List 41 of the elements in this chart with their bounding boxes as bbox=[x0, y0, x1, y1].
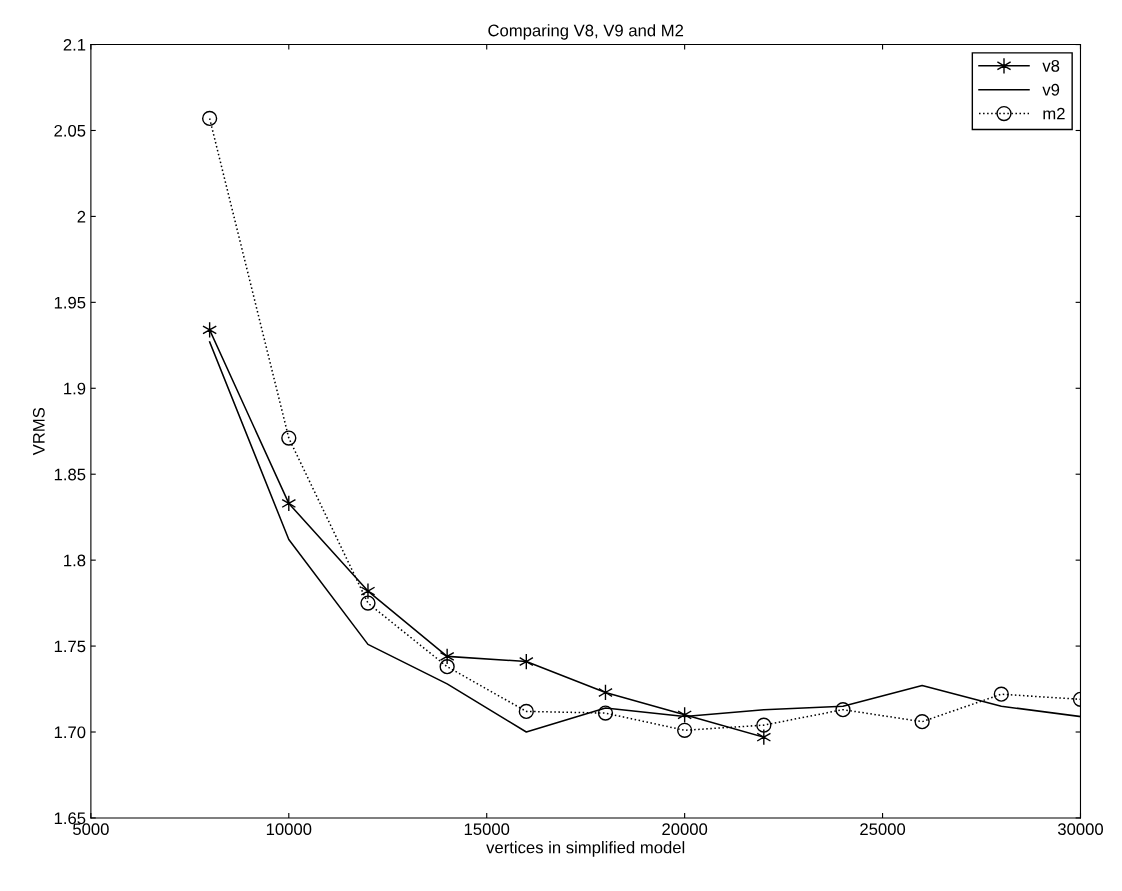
point bbox=[598, 684, 613, 701]
point bbox=[835, 702, 851, 718]
point bbox=[439, 648, 455, 665]
legend-label: m2 bbox=[1043, 107, 1065, 120]
point bbox=[360, 582, 376, 600]
chart-title: Comparing V8, V9 and M2 bbox=[488, 24, 684, 40]
y-tick-label: 2 bbox=[77, 210, 86, 223]
point bbox=[756, 717, 772, 733]
y-tick-label: 1.75 bbox=[54, 640, 86, 653]
y-axis-title: VRMS bbox=[32, 407, 45, 456]
y-tick-label: 1.8 bbox=[64, 554, 86, 567]
x-tick-label: 10000 bbox=[266, 823, 312, 836]
x-axis-title: vertices in simplified model bbox=[486, 841, 685, 857]
point bbox=[914, 714, 930, 730]
legend-label: v8 bbox=[1042, 59, 1060, 72]
y-tick-label: 1.95 bbox=[54, 296, 86, 309]
point bbox=[439, 659, 455, 675]
x-tick-label: 15000 bbox=[464, 823, 510, 836]
y-tick-label: 2.05 bbox=[54, 124, 86, 137]
point bbox=[518, 703, 534, 720]
x-tick-label: 5000 bbox=[73, 823, 109, 836]
legend-label: v9 bbox=[1042, 83, 1060, 96]
y-tick-label: 2.1 bbox=[63, 38, 86, 51]
y-tick-label: 1.70 bbox=[54, 726, 86, 739]
point bbox=[597, 705, 614, 721]
x-tick-label: 20000 bbox=[662, 823, 708, 836]
y-tick-label: 1.85 bbox=[54, 468, 86, 481]
point bbox=[201, 110, 218, 127]
y-tick-label: 1.65 bbox=[54, 812, 86, 825]
point bbox=[677, 722, 693, 738]
x-tick-label: 25000 bbox=[860, 823, 906, 836]
point bbox=[360, 595, 376, 611]
y-tick-label: 1.9 bbox=[64, 382, 86, 395]
point bbox=[281, 430, 297, 446]
point bbox=[677, 706, 692, 724]
point bbox=[202, 321, 217, 339]
x-tick-label: 30000 bbox=[1057, 823, 1104, 836]
point bbox=[756, 728, 772, 746]
point bbox=[518, 653, 534, 670]
point bbox=[993, 686, 1009, 702]
point bbox=[281, 495, 297, 512]
